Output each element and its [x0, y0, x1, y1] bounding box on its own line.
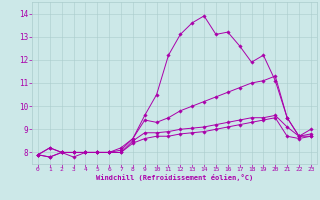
X-axis label: Windchill (Refroidissement éolien,°C): Windchill (Refroidissement éolien,°C)	[96, 174, 253, 181]
